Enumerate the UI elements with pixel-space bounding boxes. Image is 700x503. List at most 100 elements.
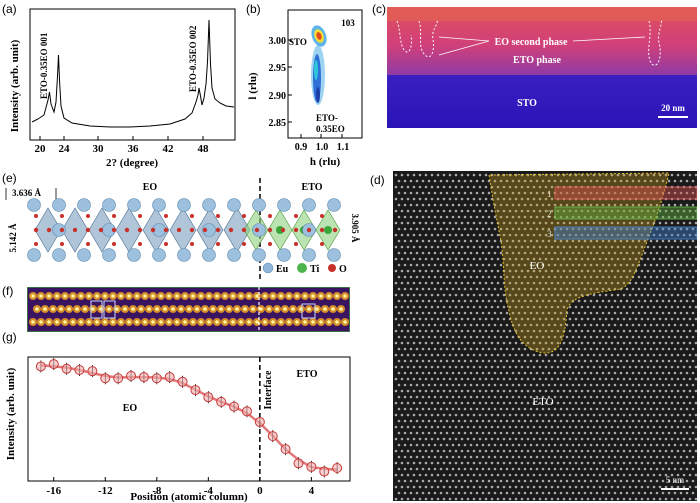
lattice-atom: [691, 203, 695, 207]
lattice-atom: [454, 449, 458, 453]
lattice-atom: [589, 371, 593, 375]
lattice-atom: [457, 467, 461, 471]
lattice-atom: [550, 209, 554, 213]
lattice-atom: [631, 299, 635, 303]
lattice-atom: [679, 263, 683, 267]
lattice-atom: [652, 401, 656, 405]
lattice-atom: [445, 215, 449, 219]
lattice-atom: [580, 413, 584, 417]
lattice-atom: [427, 263, 431, 267]
lattice-atom: [394, 329, 398, 333]
lattice-atom: [412, 269, 416, 273]
lattice-atom: [424, 245, 428, 249]
rsm-xticks: [300, 134, 343, 138]
lattice-atom: [475, 347, 479, 351]
haadf-column-core: [219, 307, 223, 311]
lattice-atom: [484, 185, 488, 189]
lattice-atom: [409, 323, 413, 327]
lattice-atom: [685, 335, 689, 339]
lattice-atom: [547, 455, 551, 459]
lattice-atom: [451, 203, 455, 207]
lattice-atom: [520, 437, 524, 441]
lattice-atom: [553, 467, 557, 471]
lattice-atom: [685, 395, 689, 399]
lattice-atom: [619, 455, 623, 459]
lattice-atom: [490, 497, 494, 501]
lattice-atom: [541, 191, 545, 195]
lattice-atom: [493, 227, 497, 231]
lattice-atom: [415, 227, 419, 231]
lattice-atom: [478, 413, 482, 417]
lattice-atom: [691, 263, 695, 267]
lattice-atom: [445, 203, 449, 207]
lattice-atom: [508, 461, 512, 465]
lattice-atom: [538, 401, 542, 405]
lattice-atom: [583, 299, 587, 303]
lattice-atom: [535, 191, 539, 195]
lattice-atom: [472, 233, 476, 237]
lattice-atom: [400, 485, 404, 489]
lattice-atom: [478, 473, 482, 477]
lattice-atom: [529, 251, 533, 255]
haadf-column-core: [79, 320, 83, 324]
profile-xtick-label: 4: [309, 485, 315, 497]
lattice-atom: [403, 263, 407, 267]
lattice-atom: [553, 275, 557, 279]
lattice-atom: [412, 197, 416, 201]
lattice-atom: [676, 233, 680, 237]
lattice-atom: [553, 203, 557, 207]
lattice-atom: [436, 449, 440, 453]
lattice-atom: [628, 233, 632, 237]
lattice-atom: [628, 497, 632, 501]
lattice-atom: [661, 179, 665, 183]
lattice-atom: [532, 401, 536, 405]
lattice-atom: [553, 263, 557, 267]
lattice-atom: [592, 221, 596, 225]
lattice-atom: [523, 443, 527, 447]
lattice-atom: [610, 377, 614, 381]
lattice-atom: [601, 287, 605, 291]
lattice-atom: [607, 179, 611, 183]
lattice-atom: [667, 239, 671, 243]
lattice-atom: [472, 281, 476, 285]
lattice-atom: [586, 305, 590, 309]
lattice-atom: [640, 221, 644, 225]
lattice-atom: [640, 461, 644, 465]
haadf-column-core: [311, 294, 315, 298]
lattice-atom: [685, 491, 689, 495]
lattice-atom: [640, 449, 644, 453]
lattice-atom: [517, 215, 521, 219]
lattice-atom: [424, 197, 428, 201]
lattice-atom: [577, 275, 581, 279]
lattice-atom: [676, 305, 680, 309]
lattice-atom: [589, 239, 593, 243]
lattice-atom: [454, 305, 458, 309]
lattice-atom: [619, 479, 623, 483]
lattice-atom: [664, 425, 668, 429]
lattice-atom: [556, 209, 560, 213]
lattice-atom: [670, 461, 674, 465]
lattice-atom: [463, 239, 467, 243]
lattice-atom: [616, 317, 620, 321]
lattice-atom: [523, 263, 527, 267]
lattice-atom: [544, 413, 548, 417]
lattice-atom: [454, 233, 458, 237]
lattice-atom: [661, 227, 665, 231]
lattice-atom: [445, 179, 449, 183]
haadf-column-core: [127, 294, 131, 298]
lattice-atom: [529, 335, 533, 339]
lattice-atom: [421, 359, 425, 363]
lattice-atom: [568, 377, 572, 381]
lattice-atom: [544, 437, 548, 441]
lattice-atom: [526, 497, 530, 501]
lattice-atom: [682, 293, 686, 297]
lattice-atom: [454, 425, 458, 429]
lattice-atom: [520, 353, 524, 357]
lattice-atom: [658, 353, 662, 357]
lattice-atom: [403, 335, 407, 339]
rsm-ylabel: l (rlu): [247, 72, 259, 100]
lattice-atom: [673, 443, 677, 447]
lattice-atom: [688, 221, 692, 225]
haadf-column-core: [195, 307, 199, 311]
lattice-atom: [646, 473, 650, 477]
